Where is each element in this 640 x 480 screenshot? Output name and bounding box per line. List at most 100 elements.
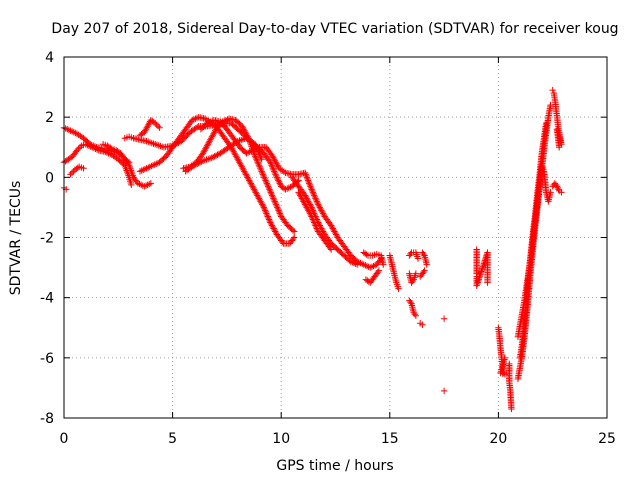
- data-point: [301, 199, 308, 207]
- series-arc7: [136, 116, 163, 139]
- data-point: [75, 131, 82, 139]
- data-point: [419, 321, 426, 328]
- data-point: [194, 123, 201, 131]
- data-point: [73, 130, 81, 137]
- data-point: [153, 121, 160, 128]
- data-point: [144, 122, 151, 130]
- data-point: [298, 195, 306, 202]
- data-point: [75, 145, 82, 152]
- data-point: [146, 163, 153, 171]
- data-point: [279, 238, 286, 246]
- data-point: [273, 172, 280, 180]
- data-point: [258, 168, 265, 175]
- data-point: [108, 151, 115, 158]
- data-point: [232, 153, 240, 160]
- data-point: [363, 251, 370, 258]
- data-point: [407, 250, 414, 258]
- data-point: [269, 193, 276, 201]
- data-point: [271, 168, 278, 175]
- data-point: [206, 138, 213, 145]
- data-point: [107, 144, 114, 151]
- data-point: [136, 180, 143, 188]
- data-point: [308, 213, 315, 220]
- data-point: [411, 311, 418, 318]
- data-point: [478, 268, 485, 275]
- data-point: [199, 150, 207, 157]
- data-point: [332, 229, 339, 237]
- series-arc21: [417, 267, 428, 280]
- y-tick-label: -4: [40, 291, 54, 307]
- data-point: [205, 139, 212, 146]
- data-point: [196, 159, 204, 166]
- data-point: [308, 186, 315, 193]
- data-point: [547, 189, 554, 196]
- data-point: [296, 190, 303, 198]
- data-point: [273, 202, 280, 210]
- data-point: [357, 259, 364, 267]
- grid-lines: [64, 57, 607, 418]
- data-point: [420, 250, 427, 258]
- data-point: [475, 276, 482, 283]
- series-arc14: [360, 249, 387, 268]
- data-point: [142, 182, 150, 189]
- data-point: [475, 277, 482, 285]
- data-point: [280, 168, 288, 175]
- data-point: [200, 148, 208, 155]
- data-point: [266, 217, 273, 225]
- data-point: [542, 119, 550, 127]
- data-point: [264, 183, 272, 190]
- data-point: [259, 171, 267, 178]
- data-point: [265, 214, 272, 222]
- data-point: [312, 222, 319, 229]
- data-point: [261, 175, 269, 183]
- data-point: [314, 199, 321, 207]
- data-point: [82, 141, 89, 148]
- y-tick-label: -8: [40, 411, 54, 427]
- data-point: [310, 217, 317, 225]
- data-point: [208, 154, 215, 161]
- data-point: [212, 152, 220, 159]
- data-point: [188, 116, 196, 124]
- data-point: [147, 180, 155, 187]
- data-point: [291, 234, 298, 241]
- y-tick-label: -2: [40, 231, 54, 247]
- data-point: [302, 171, 309, 178]
- data-point: [245, 175, 252, 183]
- data-point: [420, 268, 427, 276]
- series-arc11: [197, 116, 385, 271]
- data-point: [312, 195, 319, 202]
- data-point: [301, 169, 309, 177]
- data-point: [267, 220, 275, 228]
- data-point: [327, 246, 335, 253]
- data-point: [205, 119, 213, 126]
- y-tick-label: 4: [45, 50, 54, 66]
- data-point: [263, 178, 270, 186]
- data-point: [476, 272, 483, 280]
- data-point: [302, 202, 310, 210]
- data-point: [312, 223, 320, 231]
- data-point: [279, 167, 286, 174]
- data-point: [264, 181, 271, 189]
- data-point: [64, 126, 71, 133]
- data-point: [62, 125, 69, 132]
- data-point: [192, 115, 199, 122]
- series-arc25: [495, 324, 509, 378]
- data-point: [145, 121, 152, 128]
- data-point: [271, 169, 279, 177]
- data-point: [72, 129, 79, 137]
- data-point: [267, 159, 274, 166]
- data-point: [68, 128, 76, 135]
- y-axis-label: SDTVAR / TECUs: [8, 181, 24, 296]
- data-point: [307, 211, 314, 219]
- data-point: [241, 127, 248, 134]
- data-point: [250, 184, 257, 192]
- data-point: [257, 198, 264, 205]
- data-point: [244, 174, 251, 181]
- data-point: [248, 147, 255, 155]
- data-point: [207, 135, 215, 142]
- data-point: [367, 264, 374, 271]
- data-point: [289, 227, 297, 234]
- data-point: [239, 124, 247, 131]
- data-point: [110, 152, 117, 160]
